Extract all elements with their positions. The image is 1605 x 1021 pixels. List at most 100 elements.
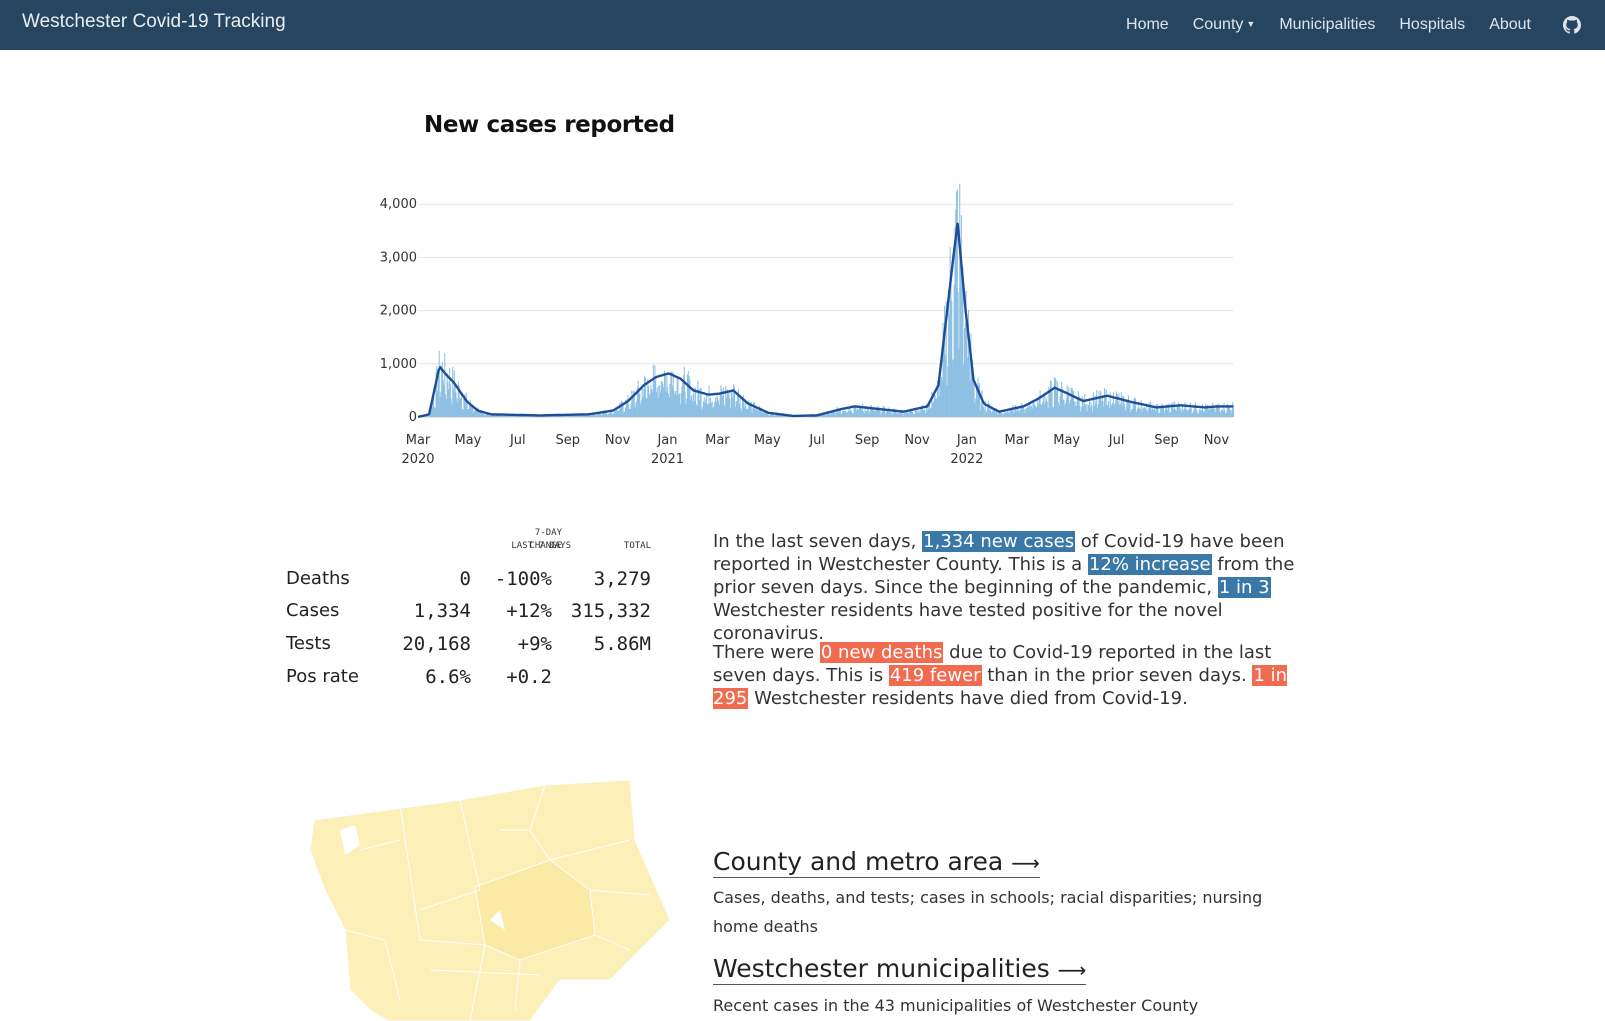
nav-about[interactable]: About bbox=[1489, 16, 1531, 33]
daily-case-bar bbox=[551, 416, 553, 417]
daily-case-bar bbox=[701, 409, 703, 417]
daily-case-bar bbox=[760, 409, 762, 417]
daily-case-bar bbox=[573, 415, 575, 417]
daily-case-bar bbox=[622, 405, 624, 417]
daily-case-bar bbox=[673, 390, 675, 417]
site-brand[interactable]: Westchester Covid-19 Tracking bbox=[22, 11, 286, 32]
daily-case-bar bbox=[1117, 402, 1119, 417]
daily-case-bar bbox=[589, 414, 591, 417]
daily-case-bar bbox=[773, 415, 775, 417]
daily-case-bar bbox=[1183, 408, 1185, 417]
daily-case-bar bbox=[843, 410, 845, 417]
daily-case-bar bbox=[1089, 407, 1091, 417]
daily-case-bar bbox=[960, 215, 962, 417]
daily-case-bar bbox=[698, 400, 700, 417]
x-tick-label: May bbox=[754, 433, 781, 448]
daily-case-bar bbox=[722, 396, 724, 417]
daily-case-bar bbox=[651, 389, 653, 417]
daily-case-bar bbox=[935, 398, 937, 417]
link-municipalities[interactable]: Westchester municipalities ⟶ bbox=[713, 954, 1087, 985]
daily-case-bar bbox=[1166, 410, 1168, 417]
daily-case-bar bbox=[1213, 407, 1215, 417]
daily-case-bar bbox=[643, 388, 645, 417]
daily-case-bar bbox=[1135, 398, 1137, 417]
daily-case-bar bbox=[781, 415, 783, 417]
daily-case-bar bbox=[841, 413, 843, 417]
nav-home[interactable]: Home bbox=[1126, 16, 1169, 33]
arrow-right-icon: ⟶ bbox=[1011, 851, 1040, 875]
y-tick-label: 4,000 bbox=[380, 197, 417, 212]
daily-case-bar bbox=[819, 415, 821, 417]
daily-case-bar bbox=[721, 389, 723, 417]
x-tick-label: Mar bbox=[406, 433, 431, 448]
daily-case-bar bbox=[593, 413, 595, 417]
daily-case-bar bbox=[737, 389, 739, 417]
daily-case-bar bbox=[1051, 391, 1053, 417]
daily-case-bar bbox=[581, 414, 583, 417]
daily-case-bar bbox=[1123, 404, 1126, 417]
highlight-ratio-cases: 1 in 3 bbox=[1217, 577, 1271, 598]
link-county-metro[interactable]: County and metro area ⟶ bbox=[713, 847, 1040, 878]
daily-case-bar bbox=[1178, 402, 1180, 417]
daily-case-bar bbox=[936, 398, 938, 417]
nav-hospitals[interactable]: Hospitals bbox=[1399, 16, 1466, 33]
westchester-county-map[interactable] bbox=[300, 770, 690, 1021]
daily-case-bar bbox=[605, 412, 607, 417]
daily-case-bar bbox=[641, 385, 643, 417]
daily-case-bar bbox=[616, 408, 618, 417]
daily-case-bar bbox=[980, 402, 982, 417]
daily-case-bar bbox=[895, 410, 897, 417]
daily-case-bar bbox=[1084, 404, 1087, 417]
daily-case-bar bbox=[703, 397, 705, 417]
daily-case-bar bbox=[873, 407, 875, 417]
daily-case-bar bbox=[1055, 379, 1057, 417]
daily-case-bar bbox=[603, 411, 605, 417]
daily-case-bar bbox=[474, 410, 476, 417]
daily-case-bar bbox=[1076, 406, 1078, 417]
daily-case-bar bbox=[453, 389, 455, 417]
daily-case-bar bbox=[882, 406, 884, 417]
daily-case-bar bbox=[1143, 406, 1145, 417]
daily-case-bar bbox=[878, 407, 880, 417]
daily-case-bar bbox=[540, 416, 542, 417]
daily-case-bar bbox=[646, 398, 648, 417]
daily-case-bar bbox=[967, 357, 969, 417]
daily-case-bar bbox=[697, 381, 699, 417]
daily-case-bar bbox=[610, 409, 612, 417]
daily-case-bar bbox=[447, 382, 449, 417]
daily-case-bar bbox=[1216, 405, 1218, 417]
daily-case-bar bbox=[823, 414, 825, 417]
daily-case-bar bbox=[966, 314, 968, 417]
daily-case-bar bbox=[850, 410, 852, 417]
daily-case-bar bbox=[1133, 398, 1135, 417]
daily-case-bar bbox=[845, 410, 847, 417]
daily-case-bar bbox=[692, 394, 694, 417]
daily-case-bar bbox=[888, 407, 890, 417]
daily-case-bar bbox=[690, 395, 693, 417]
daily-case-bar bbox=[1176, 405, 1178, 417]
daily-case-bar bbox=[509, 415, 511, 417]
daily-case-bar bbox=[853, 405, 855, 417]
daily-case-bar bbox=[679, 393, 681, 417]
daily-case-bar bbox=[926, 410, 928, 417]
daily-case-bar bbox=[696, 405, 698, 417]
daily-case-bar bbox=[1204, 409, 1206, 417]
daily-case-bar bbox=[862, 411, 864, 417]
daily-case-bar bbox=[1201, 409, 1203, 417]
daily-case-bar bbox=[988, 403, 990, 417]
daily-case-bar bbox=[1101, 395, 1103, 417]
daily-case-bar bbox=[921, 406, 923, 417]
daily-case-bar bbox=[784, 416, 786, 417]
daily-case-bar bbox=[650, 384, 652, 417]
daily-case-bar bbox=[1131, 408, 1133, 417]
daily-case-bar bbox=[574, 415, 576, 417]
daily-case-bar bbox=[1093, 406, 1095, 417]
daily-case-bar bbox=[1158, 413, 1160, 417]
daily-case-bar bbox=[959, 183, 961, 417]
nav-municipalities[interactable]: Municipalities bbox=[1279, 16, 1376, 33]
github-icon[interactable] bbox=[1563, 16, 1581, 34]
nav-county-dropdown[interactable]: County ▼ bbox=[1193, 16, 1256, 34]
daily-case-bar bbox=[1217, 403, 1219, 417]
daily-case-bar bbox=[1090, 401, 1092, 417]
daily-case-bar bbox=[891, 414, 893, 417]
